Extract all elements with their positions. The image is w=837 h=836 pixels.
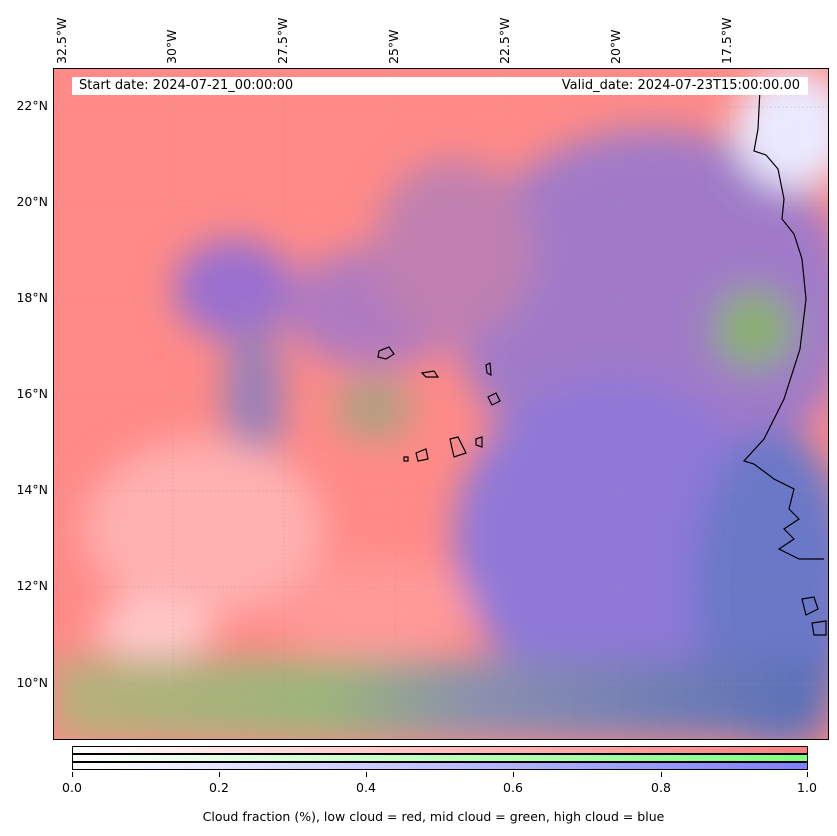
- lon-label: 25°W: [386, 29, 401, 64]
- lat-label: 12°N: [16, 578, 48, 593]
- tick-label: 1.0: [797, 780, 817, 795]
- colorbar-mid-cloud: [72, 754, 808, 762]
- colorbar-high-cloud: [72, 762, 808, 770]
- lon-label: 20°W: [608, 29, 623, 64]
- lat-label: 14°N: [16, 482, 48, 497]
- island: [377, 346, 395, 360]
- lon-label: 30°W: [164, 29, 179, 64]
- lon-label: 27.5°W: [275, 17, 290, 64]
- tick-label: 0.4: [356, 780, 376, 795]
- coastline: [377, 88, 827, 636]
- lat-label: 22°N: [16, 98, 48, 113]
- graticule: [54, 69, 828, 739]
- map-canvas: [54, 69, 828, 739]
- lat-label: 20°N: [16, 194, 48, 209]
- tick-label: 0.8: [651, 780, 671, 795]
- valid-date: Valid_date: 2024-07-23T15:00:00.00: [561, 78, 800, 93]
- tick: [219, 772, 220, 777]
- lon-label: 17.5°W: [719, 17, 734, 64]
- cloud-fraction-map: [53, 68, 829, 740]
- colorbar-low-cloud: [72, 746, 808, 754]
- date-info-bar: Start date: 2024-07-21_00:00:00 Valid_da…: [72, 77, 808, 95]
- lon-label: 32.5°W: [54, 17, 69, 64]
- lat-label: 16°N: [16, 386, 48, 401]
- tick: [661, 772, 662, 777]
- cloud-blobs: [54, 69, 828, 739]
- start-date: Start date: 2024-07-21_00:00:00: [79, 78, 294, 93]
- tick: [72, 772, 73, 777]
- tick-label: 0.0: [62, 780, 82, 795]
- tick: [513, 772, 514, 777]
- lat-label: 18°N: [16, 290, 48, 305]
- tick-label: 0.2: [209, 780, 229, 795]
- tick: [366, 772, 367, 777]
- lat-label: 10°N: [16, 675, 48, 690]
- tick-label: 0.6: [503, 780, 523, 795]
- colorbar-label: Cloud fraction (%), low cloud = red, mid…: [202, 809, 665, 824]
- tick: [807, 772, 808, 777]
- lon-label: 22.5°W: [497, 17, 512, 64]
